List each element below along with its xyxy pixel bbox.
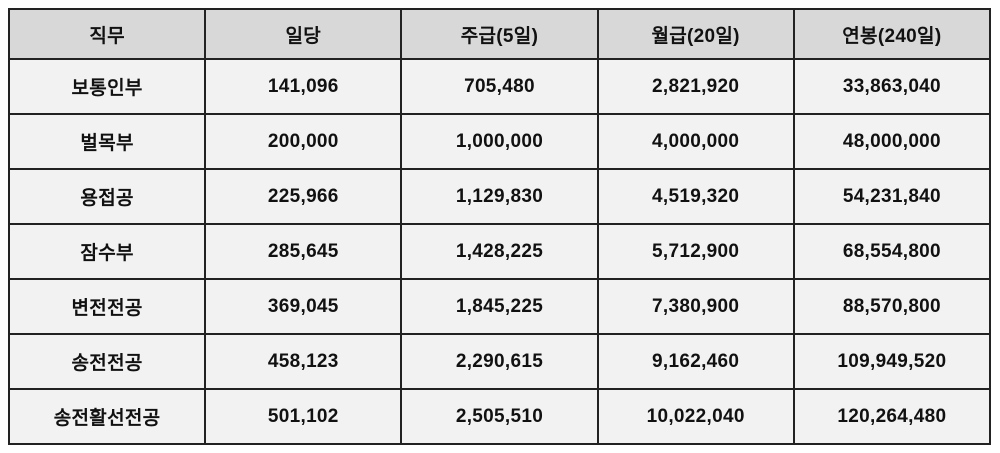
job-name-cell: 벌목부 — [7, 113, 207, 170]
wage-value-cell: 2,505,510 — [400, 388, 599, 445]
column-header-4: 연봉(240일) — [792, 8, 992, 60]
job-name-cell: 송전활선전공 — [7, 388, 207, 445]
wage-table-header: 직무 일당 주급(5일) 월급(20일) 연봉(240일) — [7, 8, 992, 60]
column-header-1: 일당 — [204, 8, 403, 60]
wage-value-cell: 48,000,000 — [792, 113, 992, 170]
job-name-cell: 송전전공 — [7, 333, 207, 390]
table-row: 보통인부 141,096 705,480 2,821,920 33,863,040 — [7, 58, 992, 115]
wage-value-cell: 141,096 — [204, 58, 403, 115]
wage-value-cell: 109,949,520 — [792, 333, 992, 390]
job-name-cell: 변전전공 — [7, 278, 207, 335]
wage-value-cell: 1,129,830 — [400, 168, 599, 225]
job-name-cell: 잠수부 — [7, 223, 207, 280]
job-name-cell: 보통인부 — [7, 58, 207, 115]
table-row: 용접공 225,966 1,129,830 4,519,320 54,231,840 — [7, 168, 992, 225]
table-row: 벌목부 200,000 1,000,000 4,000,000 48,000,000 — [7, 113, 992, 170]
job-name-cell: 용접공 — [7, 168, 207, 225]
wage-value-cell: 10,022,040 — [596, 388, 795, 445]
wage-value-cell: 501,102 — [204, 388, 403, 445]
column-header-0: 직무 — [7, 8, 207, 60]
wage-value-cell: 33,863,040 — [792, 58, 992, 115]
wage-value-cell: 225,966 — [204, 168, 403, 225]
wage-table: 직무 일당 주급(5일) 월급(20일) 연봉(240일) 보통인부 141,096 705… — [7, 8, 992, 445]
wage-value-cell: 2,821,920 — [596, 58, 795, 115]
table-row: 잠수부 285,645 1,428,225 5,712,900 68,554,800 — [7, 223, 992, 280]
column-header-3: 월급(20일) — [596, 8, 795, 60]
wage-value-cell: 120,264,480 — [792, 388, 992, 445]
wage-value-cell: 7,380,900 — [596, 278, 795, 335]
wage-table-body: 보통인부 141,096 705,480 2,821,920 33,863,040 벌목부… — [7, 58, 992, 445]
wage-value-cell: 68,554,800 — [792, 223, 992, 280]
wage-value-cell: 88,570,800 — [792, 278, 992, 335]
wage-value-cell: 1,000,000 — [400, 113, 599, 170]
wage-value-cell: 54,231,840 — [792, 168, 992, 225]
wage-value-cell: 5,712,900 — [596, 223, 795, 280]
wage-value-cell: 4,519,320 — [596, 168, 795, 225]
wage-value-cell: 705,480 — [400, 58, 599, 115]
wage-value-cell: 9,162,460 — [596, 333, 795, 390]
wage-value-cell: 200,000 — [204, 113, 403, 170]
column-header-2: 주급(5일) — [400, 8, 599, 60]
wage-value-cell: 285,645 — [204, 223, 403, 280]
wage-value-cell: 2,290,615 — [400, 333, 599, 390]
wage-value-cell: 369,045 — [204, 278, 403, 335]
wage-value-cell: 4,000,000 — [596, 113, 795, 170]
table-row: 변전전공 369,045 1,845,225 7,380,900 88,570,800 — [7, 278, 992, 335]
table-row: 송전전공 458,123 2,290,615 9,162,460 109,949,520 — [7, 333, 992, 390]
wage-table-container: 직무 일당 주급(5일) 월급(20일) 연봉(240일) 보통인부 141,096 705… — [7, 8, 992, 445]
table-row: 송전활선전공 501,102 2,505,510 10,022,040 120,264,… — [7, 388, 992, 445]
wage-value-cell: 1,845,225 — [400, 278, 599, 335]
wage-value-cell: 458,123 — [204, 333, 403, 390]
header-row: 직무 일당 주급(5일) 월급(20일) 연봉(240일) — [7, 8, 992, 60]
wage-value-cell: 1,428,225 — [400, 223, 599, 280]
